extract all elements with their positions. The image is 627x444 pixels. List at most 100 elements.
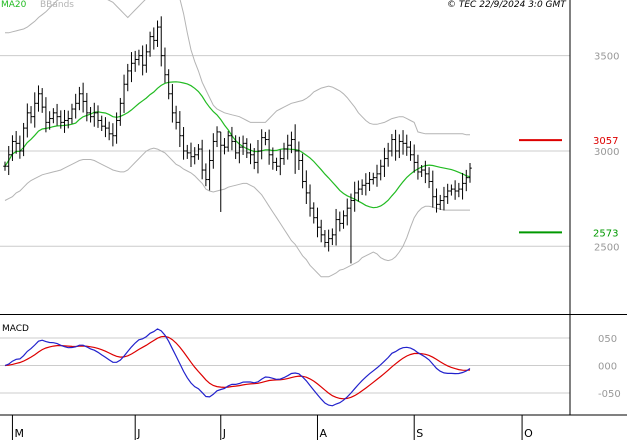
price-bar xyxy=(364,173,368,196)
price-bar xyxy=(404,134,409,156)
price-bar xyxy=(382,147,387,177)
price-bar xyxy=(99,115,104,131)
price-bar xyxy=(460,172,465,200)
price-bar xyxy=(163,47,167,83)
price-bar xyxy=(237,136,242,164)
price-bar xyxy=(185,144,190,159)
price-bar xyxy=(44,97,48,133)
x-tick-label-M: M xyxy=(14,427,23,440)
price-bar xyxy=(423,160,428,184)
x-tick-label-A: A xyxy=(319,427,327,440)
price-bar xyxy=(92,102,97,127)
price-bar xyxy=(256,139,260,174)
price-bar xyxy=(263,131,268,146)
price-bar xyxy=(40,88,44,113)
price-bar xyxy=(88,107,93,123)
price-bar xyxy=(77,86,82,111)
price-bar xyxy=(47,111,52,130)
level-label-2573: 2573 xyxy=(593,228,618,239)
price-bar xyxy=(51,108,56,124)
price-bar xyxy=(434,188,439,213)
price-bar xyxy=(181,127,186,160)
price-bar xyxy=(319,219,323,243)
price-bar xyxy=(59,110,63,129)
price-bar xyxy=(285,134,290,160)
price-bar xyxy=(215,126,219,148)
y-tick-label-2500: 2500 xyxy=(594,242,619,253)
x-tick-label-J: J xyxy=(222,427,226,440)
price-bar xyxy=(133,50,137,72)
price-bar xyxy=(144,44,149,73)
price-bar xyxy=(122,74,126,113)
price-bar xyxy=(393,129,398,161)
price-bar xyxy=(408,141,413,161)
price-bar xyxy=(241,135,245,155)
bollinger-bands xyxy=(4,0,470,278)
price-bar xyxy=(103,117,108,138)
ma20-line xyxy=(4,81,471,209)
price-bar xyxy=(330,228,335,246)
macd-line xyxy=(4,328,471,407)
price-bar xyxy=(427,167,431,189)
x-tick-label-J: J xyxy=(136,427,140,440)
price-bar xyxy=(81,82,85,113)
price-bar xyxy=(308,184,312,217)
bband-lower-line xyxy=(4,147,470,278)
price-bar xyxy=(32,92,37,128)
price-bar xyxy=(468,162,472,183)
macd-tick-label--050: -050 xyxy=(598,389,621,400)
price-bar xyxy=(274,157,279,171)
price-bar xyxy=(349,193,353,264)
price-bar xyxy=(189,142,193,167)
price-bar xyxy=(282,142,286,165)
price-bar xyxy=(267,129,271,165)
ma20-path xyxy=(4,81,471,209)
price-bar xyxy=(245,138,249,159)
price-bar xyxy=(140,45,145,76)
price-bar xyxy=(375,164,379,187)
price-bar xyxy=(18,135,22,159)
price-bar xyxy=(293,124,297,174)
price-bar xyxy=(438,194,443,210)
macd-tick-label-000: 000 xyxy=(598,362,617,373)
price-bar xyxy=(338,211,342,232)
price-bar xyxy=(96,105,100,128)
price-bar xyxy=(152,27,156,50)
price-bar xyxy=(10,135,15,161)
price-bar xyxy=(300,153,305,189)
price-bar xyxy=(204,163,208,187)
price-bar xyxy=(445,183,450,204)
price-bar xyxy=(304,170,309,205)
bband-upper-line xyxy=(5,0,470,136)
price-bar xyxy=(25,103,30,138)
price-bar xyxy=(159,16,164,67)
macd-panel: MACD xyxy=(2,324,471,407)
price-bar xyxy=(178,111,182,148)
price-bar xyxy=(196,144,201,160)
x-tick-label-O: O xyxy=(524,427,533,440)
price-bar xyxy=(36,85,41,112)
price-bar xyxy=(107,121,111,141)
price-bar xyxy=(211,133,216,169)
price-bar xyxy=(85,92,89,122)
price-bar xyxy=(386,142,390,167)
price-bar xyxy=(378,159,383,181)
price-bar xyxy=(226,131,230,152)
y-tick-label-3500: 3500 xyxy=(594,52,619,63)
price-bar xyxy=(252,148,257,170)
price-bar xyxy=(248,143,253,165)
price-bar xyxy=(3,161,7,171)
price-bar xyxy=(207,149,212,191)
price-bar xyxy=(73,93,78,119)
price-bar xyxy=(118,97,123,126)
price-bar xyxy=(62,109,67,133)
y-tick-label-3000: 3000 xyxy=(594,147,619,158)
grid-layer xyxy=(0,55,570,394)
macd-tick-label-050: 050 xyxy=(598,334,617,345)
price-bar xyxy=(200,139,204,180)
price-bar xyxy=(230,126,234,151)
price-bar xyxy=(416,154,420,180)
price-bar xyxy=(14,131,18,154)
